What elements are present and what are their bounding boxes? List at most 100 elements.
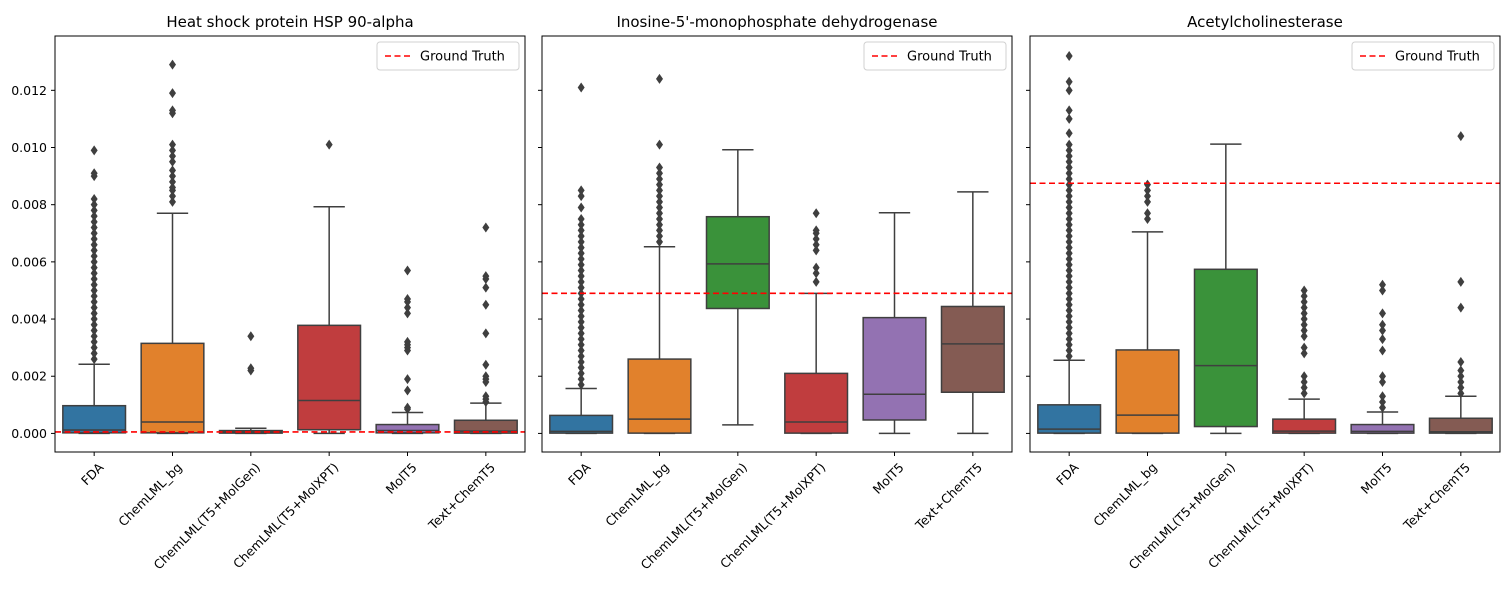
outlier-point [1144,185,1151,196]
outlier-point [90,216,98,227]
x-tick-label: FDA [565,459,594,488]
box-3 [1193,143,1258,435]
outlier-point [90,239,98,250]
outlier-point [577,379,585,390]
outlier-point [1065,282,1073,293]
box-body [784,372,849,434]
outlier-point [404,294,411,305]
box-3 [705,149,770,426]
box-4 [1272,285,1337,435]
outlier-point [656,168,663,179]
outlier-point [1144,196,1151,207]
outlier-point [90,245,98,256]
box-1 [62,145,127,435]
outlier-point [1065,294,1073,305]
outlier-point [1065,196,1073,207]
outlier-point [577,345,585,356]
outlier-point [90,256,98,267]
outlier-point [1065,85,1073,96]
outlier-point [812,239,820,250]
outlier-point [90,205,98,216]
outlier-point [169,59,176,70]
outlier-point [1065,254,1073,265]
outlier-point [1065,128,1073,139]
outlier-point [90,199,98,210]
subplot-2: FDA ChemLML_bgChemLML(T5+MolGen)ChemLML(T… [538,13,1013,572]
outlier-point [1065,328,1073,339]
outlier-point [90,262,98,273]
outlier-point [812,208,820,219]
y-tick-label: 0.000 [11,426,47,441]
outlier-point [90,268,98,279]
outlier-point [90,348,98,359]
outlier-point [1457,302,1465,313]
outlier-point [1065,299,1073,310]
outlier-point [812,262,820,273]
outlier-point [1457,376,1465,387]
outlier-point [1457,371,1465,382]
x-tick-label: ChemLML_bg [602,460,672,530]
outlier-point [577,282,585,293]
box-body [705,215,770,310]
outlier-point [1379,345,1386,356]
subplot-1: 0.000 0.002 0.004 0.006 0.008 0.010 0.012 FDA Ch… [11,13,526,572]
box-body [375,423,440,434]
outlier-point [482,271,490,282]
outlier-point [482,328,490,339]
outlier-point [169,182,176,193]
outlier-point [90,336,98,347]
outlier-point [656,202,663,213]
outlier-point [577,334,585,345]
outlier-point [169,139,176,150]
outlier-point [656,179,663,190]
outlier-point [1457,276,1465,287]
outlier-point [404,265,411,276]
outlier-point [1144,191,1151,202]
x-tick-label: FDA [1053,459,1082,488]
y-tick-label: 0.004 [11,312,47,327]
outlier-point [90,193,98,204]
box-body [140,342,205,434]
x-tick-label: MolT5 [1358,460,1395,497]
outlier-point [577,368,585,379]
outlier-point [577,374,585,385]
outlier-point [169,165,176,176]
outlier-point [482,299,490,310]
outlier-point [1457,382,1465,393]
outlier-point [1300,388,1308,399]
outlier-point [1144,179,1151,190]
box-3 [218,331,283,435]
outlier-point [1379,325,1386,336]
outlier-point [90,233,98,244]
box-body [62,404,127,434]
box-body [862,316,927,421]
outlier-point [1065,185,1073,196]
box-5 [375,265,440,435]
legend-box [376,41,520,71]
outlier-point [482,371,490,382]
outlier-point [169,191,176,202]
outlier-point [404,336,411,347]
outlier-point [1065,208,1073,219]
outlier-point [482,282,490,293]
outlier-point [577,356,585,367]
subplot-title: Heat shock protein HSP 90-alpha [166,13,413,31]
outlier-point [1379,319,1386,330]
outlier-point [1300,285,1308,296]
outlier-point [1379,308,1386,319]
x-tick-label: MolT5 [870,460,907,497]
subplot-3: FDA ChemLML_bgChemLML(T5+MolGen)ChemLML(T… [1026,13,1501,572]
outlier-point [1300,319,1308,330]
axes-frame [541,35,1013,453]
outlier-point [656,231,663,242]
outlier-point [1144,208,1151,219]
outlier-point [577,82,585,93]
outlier-point [482,391,490,402]
outlier-point [577,242,585,253]
x-tick-label: Text+ChemT5 [1400,460,1473,533]
outlier-point [1300,314,1308,325]
outlier-point [325,139,333,150]
outlier-point [1065,76,1073,87]
outlier-point [404,402,411,413]
outlier-point [90,274,98,285]
